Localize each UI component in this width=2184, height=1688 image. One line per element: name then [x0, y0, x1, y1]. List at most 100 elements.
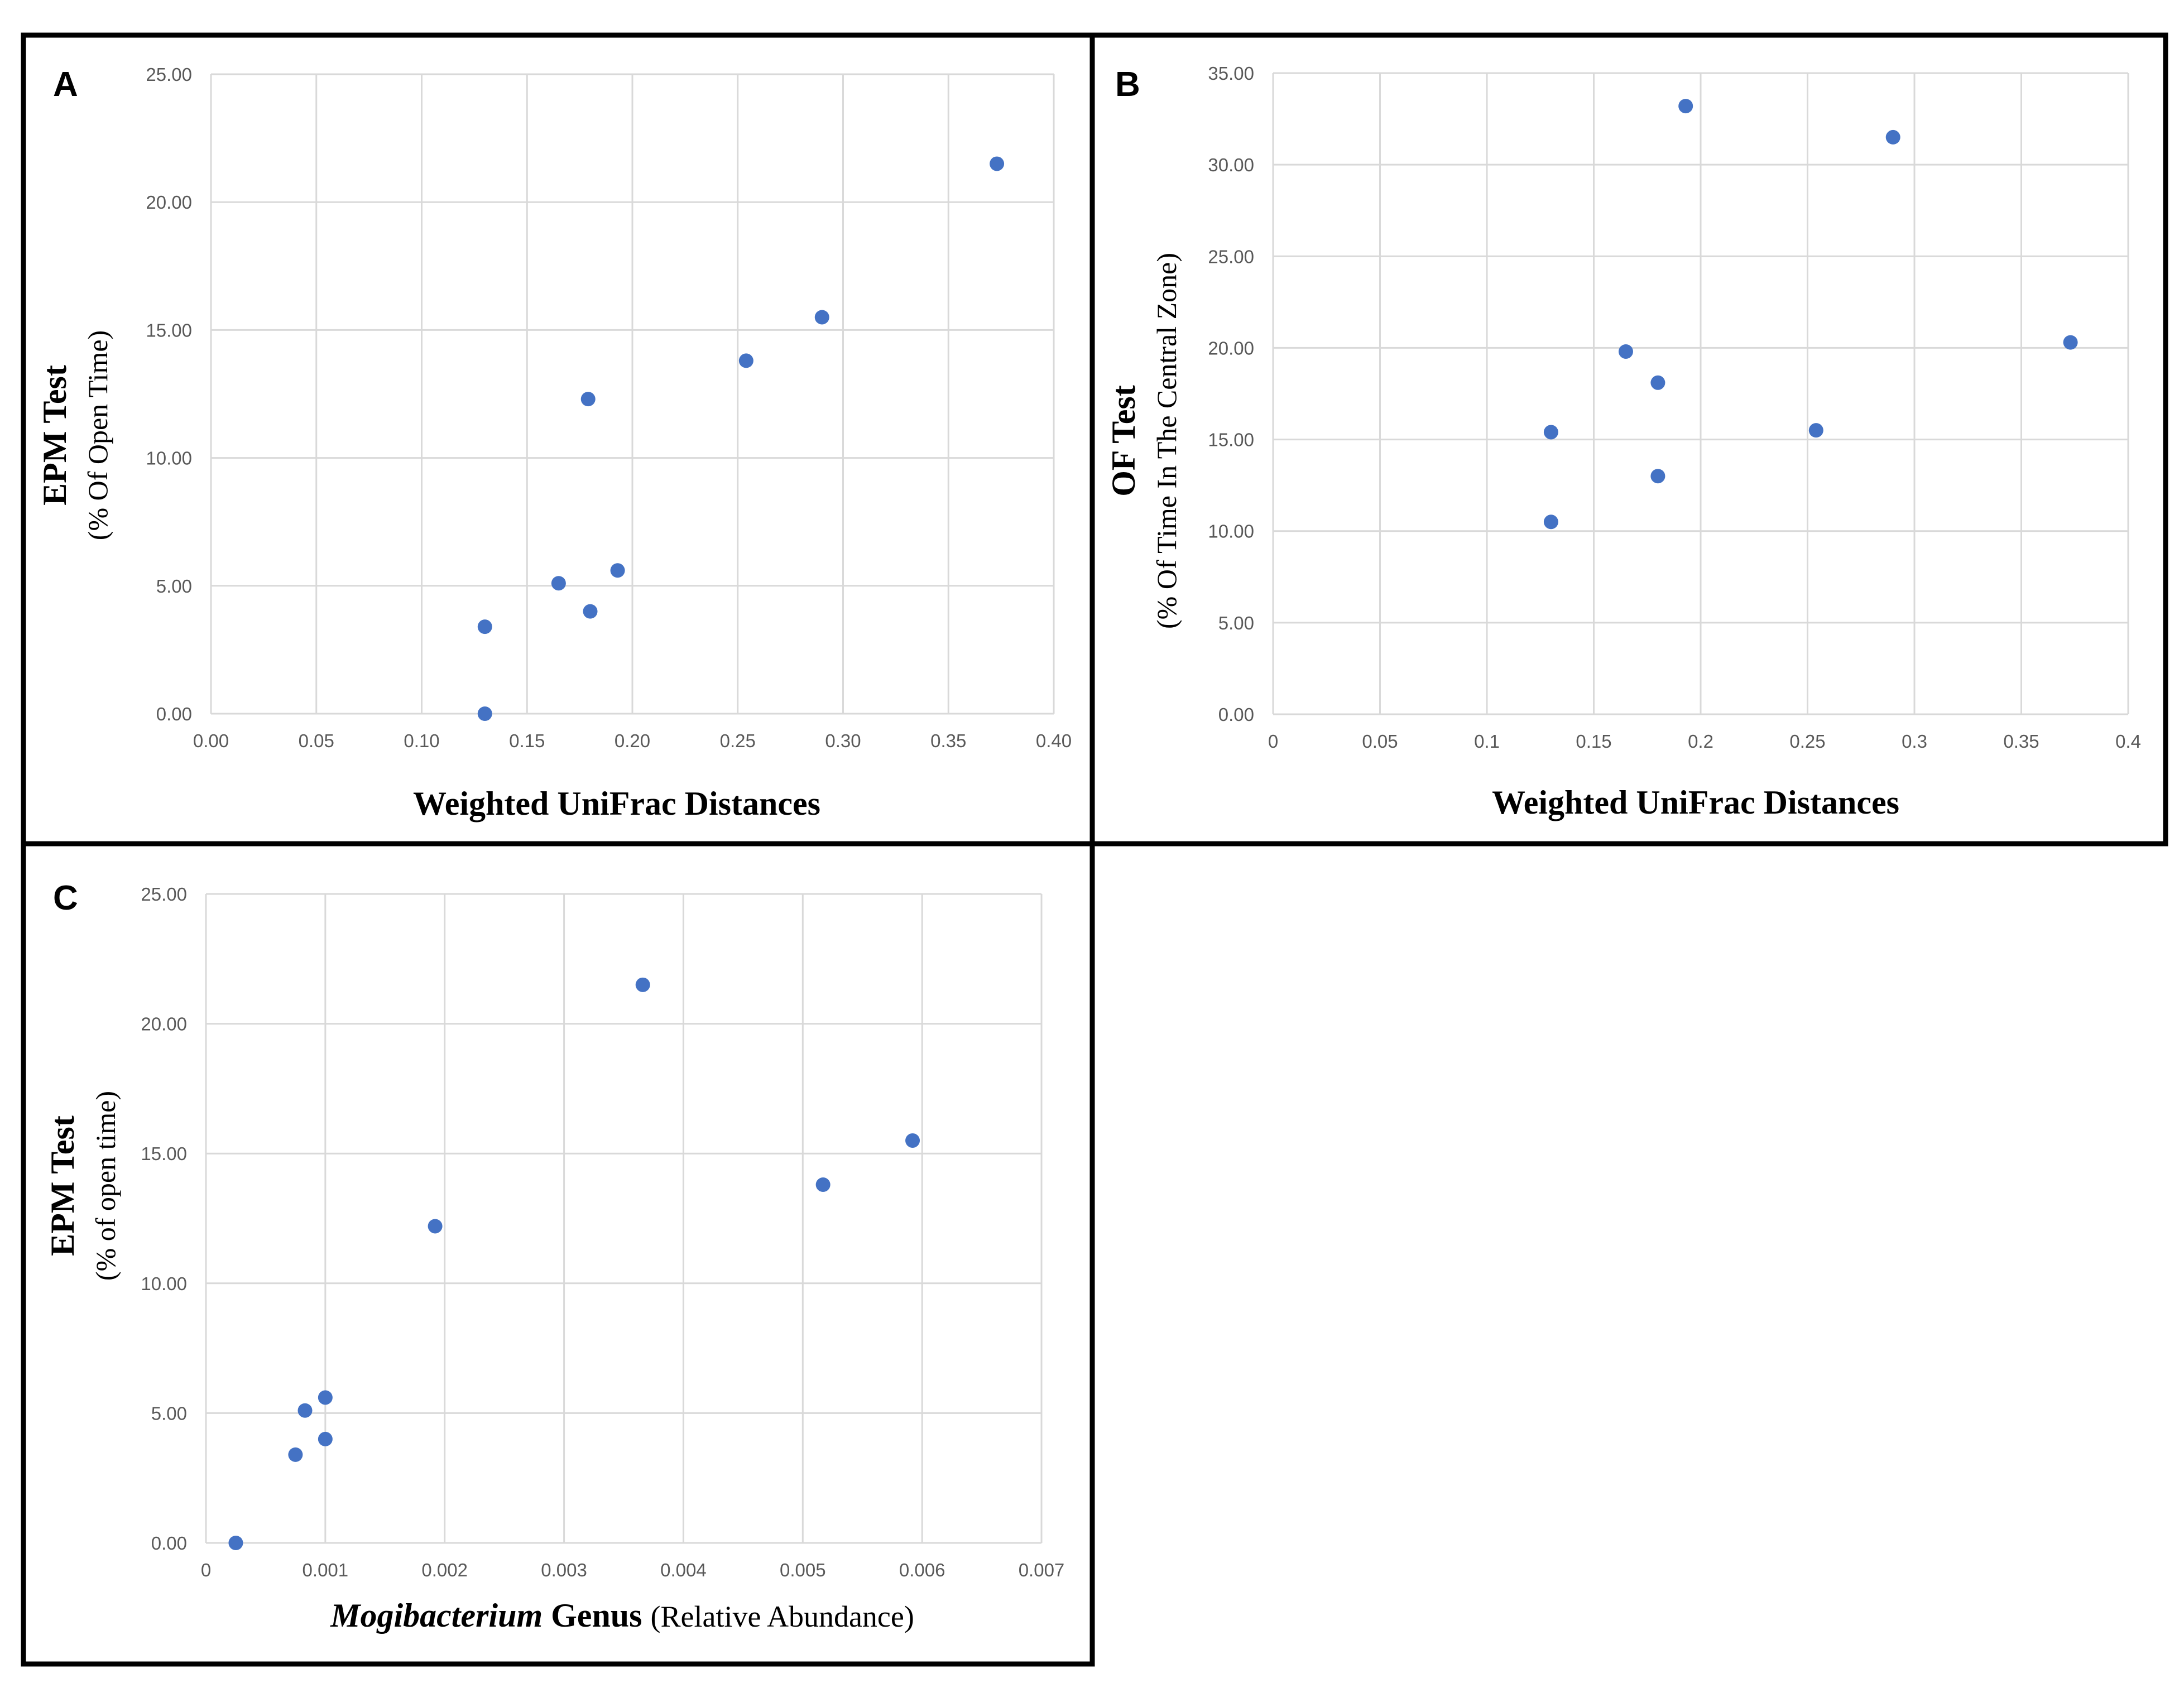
panel-c-x-axis-plain: (Relative Abundance): [651, 1600, 914, 1633]
panel-b-x-tick-label: 0.1: [1474, 731, 1500, 752]
panel-b-x-tick-label: 0.3: [1902, 731, 1927, 752]
panel-a-letter: A: [53, 65, 78, 104]
panel-b-data-point: [1543, 514, 1558, 530]
panel-a-plot: 0.00 0.05 0.10 0.15 0.20 0.25 0.30 0.35 0.40 0.00…: [146, 64, 1072, 751]
panel-b-data-point: [1543, 425, 1558, 440]
panel-b-data-point: [1808, 423, 1823, 438]
panel-c-data-point: [228, 1536, 243, 1550]
panel-c-x-tick-label: 0.003: [541, 1560, 587, 1580]
panel-c-x-tick-label: 0.004: [660, 1560, 707, 1580]
panel-a-data-point: [738, 353, 753, 368]
panel-c-data-point: [297, 1403, 313, 1418]
panel-c-y-tick-label: 5.00: [151, 1403, 187, 1424]
panel-a-data-point: [583, 604, 598, 619]
panel-b-y-tick-label: 35.00: [1208, 63, 1254, 84]
panel-c-data-point: [318, 1390, 333, 1405]
panel-a-data-point: [814, 310, 829, 325]
panel-b-x-tick-label: 0: [1268, 731, 1278, 752]
panel-b-y-tick-label: 0.00: [1218, 704, 1254, 725]
panel-a-x-tick-label: 0.05: [299, 730, 334, 751]
panel-a-y-tick-label: 15.00: [146, 320, 192, 340]
panel-b-y-axis-title: OF Test: [1105, 385, 1142, 497]
panel-c-x-axis-italic: Mogibacterium: [330, 1597, 543, 1634]
panel-b-data-point: [1678, 99, 1693, 114]
panel-a-x-tick-label: 0.10: [404, 730, 439, 751]
panel-b-y-tick-label: 10.00: [1208, 521, 1254, 542]
panel-b-x-tick-label: 0.35: [2003, 731, 2039, 752]
panel-a-y-axis-title: EPM Test: [36, 365, 73, 506]
panel-a-x-tick-label: 0.15: [509, 730, 545, 751]
panel-c-x-tick-label: 0.006: [899, 1560, 945, 1580]
panel-c-x-axis-bold: Genus: [551, 1597, 642, 1634]
panel-b-data-point: [1618, 344, 1633, 359]
panel-a-x-tick-label: 0.30: [825, 730, 861, 751]
panel-a-y-axis-subtitle: (% Of Open Time): [82, 330, 113, 540]
panel-c-y-axis-subtitle: (% of open time): [90, 1091, 121, 1281]
panel-b-letter: B: [1115, 65, 1140, 104]
panel-b-x-tick-label: 0.2: [1688, 731, 1713, 752]
panel-a-data-point: [551, 576, 566, 591]
panel-c-plot: 0 0.001 0.002 0.003 0.004 0.005 0.006 0.007 0.00…: [141, 884, 1064, 1580]
panel-a-y-tick-label: 10.00: [146, 448, 192, 469]
panel-c-frame: [21, 841, 1095, 1667]
panel-b-frame: [1089, 32, 2168, 847]
panel-a-y-tick-label: 25.00: [146, 64, 192, 85]
panel-c-data-point: [318, 1431, 333, 1446]
panel-c-y-axis-titles: EPM Test (% of open time): [44, 1091, 121, 1281]
panel-b-x-tick-label: 0.4: [2115, 731, 2141, 752]
panel-b-y-axis-subtitle: (% Of Time In The Central Zone): [1151, 253, 1182, 629]
panel-c-data-point: [635, 977, 650, 992]
panel-c-y-tick-label: 20.00: [141, 1014, 187, 1035]
panel-a-data-point: [580, 392, 596, 407]
panel-b-y-tick-label: 25.00: [1208, 246, 1254, 267]
panel-a-y-tick-label: 0.00: [156, 704, 192, 724]
panel-c-x-tick-label: 0.001: [303, 1560, 349, 1580]
panel-c-y-tick-label: 10.00: [141, 1273, 187, 1294]
panel-c-y-tick-label: 15.00: [141, 1143, 187, 1164]
panel-b-data-point: [1650, 375, 1665, 390]
panel-b-y-axis-titles: OF Test (% Of Time In The Central Zone): [1105, 253, 1182, 629]
panel-b-data-point: [1650, 469, 1665, 484]
panel-b-y-tick-label: 30.00: [1208, 155, 1254, 175]
panel-c: C 0 0.001 0.002 0.003 0.004 0.005 0.006 0.007 0.…: [21, 841, 1095, 1667]
panel-c-x-axis-title: Mogibacterium Genus (Relative Abundance): [330, 1597, 914, 1634]
panel-a-data-point: [990, 156, 1005, 171]
panel-a: A 0.00 0.05 0.10 0.15 0.20 0.25 0.30 0.35 0.400.…: [21, 32, 1095, 847]
panel-c-x-tick-label: 0.002: [421, 1560, 468, 1580]
panel-a-x-tick-label: 0.35: [930, 730, 966, 751]
panel-b-x-tick-label: 0.05: [1362, 731, 1398, 752]
panel-b-y-tick-label: 15.00: [1208, 430, 1254, 450]
panel-a-y-tick-label: 20.00: [146, 192, 192, 213]
panel-c-letter: C: [53, 879, 78, 917]
panel-c-y-axis-title: EPM Test: [44, 1115, 81, 1256]
panel-c-data-point: [288, 1447, 303, 1462]
panel-b-x-axis-title: Weighted UniFrac Distances: [1492, 784, 1899, 821]
panel-b-x-tick-label: 0.15: [1576, 731, 1611, 752]
panel-c-data-point: [428, 1219, 443, 1234]
panel-a-x-tick-label: 0.40: [1036, 730, 1072, 751]
panel-a-data-point: [610, 563, 625, 578]
panel-c-y-tick-label: 25.00: [141, 884, 187, 905]
panel-b-data-point: [1885, 129, 1900, 145]
panel-a-x-tick-label: 0.25: [720, 730, 756, 751]
panel-b-y-tick-label: 20.00: [1208, 338, 1254, 358]
panel-c-x-tick-label: 0.005: [780, 1560, 826, 1580]
panel-b: B 0 0.05 0.1 0.15 0.2 0.25 0.3 0.35 0.4 0.00 5.00 1…: [1089, 32, 2168, 847]
panel-a-data-point: [477, 706, 492, 721]
panel-a-x-axis-title: Weighted UniFrac Distances: [413, 785, 820, 822]
panel-c-data-point: [905, 1133, 920, 1148]
panel-b-x-tick-label: 0.25: [1789, 731, 1825, 752]
panel-b-data-point: [2063, 335, 2078, 350]
panel-b-y-tick-label: 5.00: [1218, 613, 1254, 633]
panel-c-x-tick-label: 0.007: [1019, 1560, 1065, 1580]
panel-a-data-point: [477, 619, 492, 634]
panel-b-plot: 0 0.05 0.1 0.15 0.2 0.25 0.3 0.35 0.4 0.00 5.00 10.…: [1208, 63, 2141, 752]
panel-c-y-tick-label: 0.00: [151, 1533, 187, 1554]
panel-a-x-tick-label: 0.20: [615, 730, 650, 751]
panel-a-y-tick-label: 5.00: [156, 576, 192, 597]
panel-c-x-tick-label: 0: [201, 1560, 211, 1580]
panel-c-data-point: [815, 1177, 831, 1192]
panel-a-y-axis-titles: EPM Test (% Of Open Time): [36, 330, 113, 540]
panel-a-x-tick-label: 0.00: [193, 730, 229, 751]
